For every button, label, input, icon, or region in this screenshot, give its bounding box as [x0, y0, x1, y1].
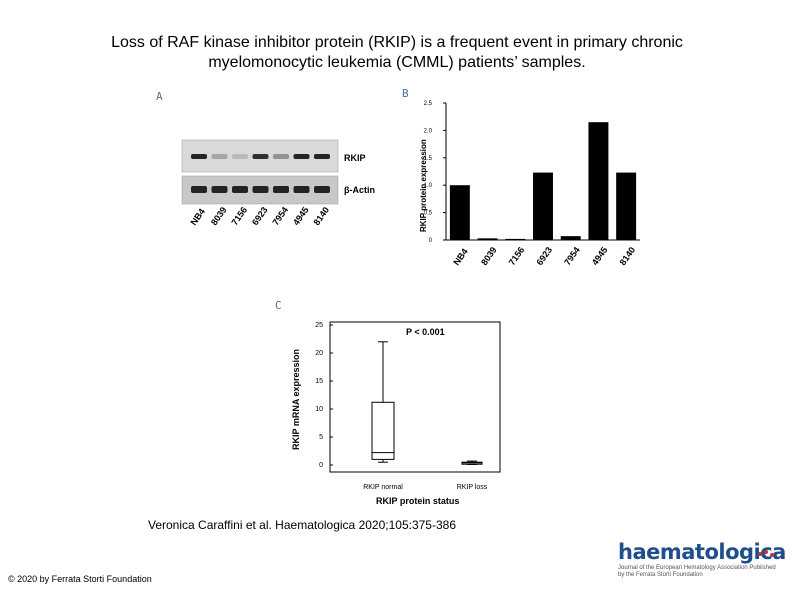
bar [477, 238, 498, 240]
blot-row-label-rkip: RKIP [344, 153, 366, 163]
citation: Veronica Caraffini et al. Haematologica … [148, 518, 456, 532]
y-tick-label: 1.5 [424, 156, 433, 162]
journal-logo[interactable]: haematologica Journal of the European He… [604, 540, 786, 580]
y-axis-label: RKIP protein expression [419, 139, 428, 232]
bar [449, 185, 470, 240]
panel-label-a: A [156, 90, 163, 103]
panel-label-c: C [275, 299, 282, 312]
y-tick-label: 15 [315, 378, 323, 385]
bar [588, 122, 609, 240]
bar [505, 238, 526, 240]
y-tick-label: 0.5 [424, 211, 433, 217]
bar [560, 236, 581, 240]
y-tick-label: 5 [319, 434, 323, 441]
actin-band [293, 186, 310, 193]
actin-band [191, 186, 207, 193]
actin-band [232, 186, 248, 193]
y-tick-label: 20 [315, 350, 323, 357]
y-tick-label: 0 [319, 462, 323, 469]
copyright: © 2020 by Ferrata Storti Foundation [8, 574, 152, 584]
rkip-band [232, 154, 248, 159]
rkip-band [293, 154, 310, 159]
p-value-annotation: P < 0.001 [406, 327, 445, 337]
y-tick-label: 10 [315, 406, 323, 413]
logo-dots-icon [758, 550, 774, 557]
bar [533, 172, 553, 240]
figure-title: Loss of RAF kinase inhibitor protein (RK… [111, 34, 683, 71]
rkip-band [273, 154, 289, 159]
logo-subtitle: Journal of the European Hematology Assoc… [618, 565, 776, 578]
y-tick-label: 0 [429, 238, 433, 244]
y-tick-label: 2.5 [424, 101, 433, 107]
x-tick-label: RKIP loss [457, 484, 488, 491]
panel-label-b: B [402, 87, 409, 100]
logo-name: haematologica [618, 540, 786, 564]
y-tick-label: 2.0 [424, 128, 433, 134]
x-tick-label: RKIP normal [363, 484, 403, 491]
rkip-band [314, 154, 330, 159]
actin-band [252, 186, 269, 193]
rkip-band [252, 154, 269, 159]
bar [616, 172, 637, 240]
blot-row-label-actin: β-Actin [344, 185, 375, 195]
y-tick-label: 1.0 [424, 183, 433, 189]
plot-frame [329, 321, 501, 473]
actin-band [211, 186, 228, 193]
rkip-band [211, 154, 228, 159]
y-tick-label: 25 [315, 322, 323, 329]
actin-band [314, 186, 330, 193]
rkip-band [191, 154, 207, 159]
y-axis-label: RKIP mRNA expression [291, 349, 301, 450]
x-axis-label: RKIP protein status [376, 496, 459, 506]
box [371, 401, 395, 460]
actin-band [273, 186, 289, 193]
